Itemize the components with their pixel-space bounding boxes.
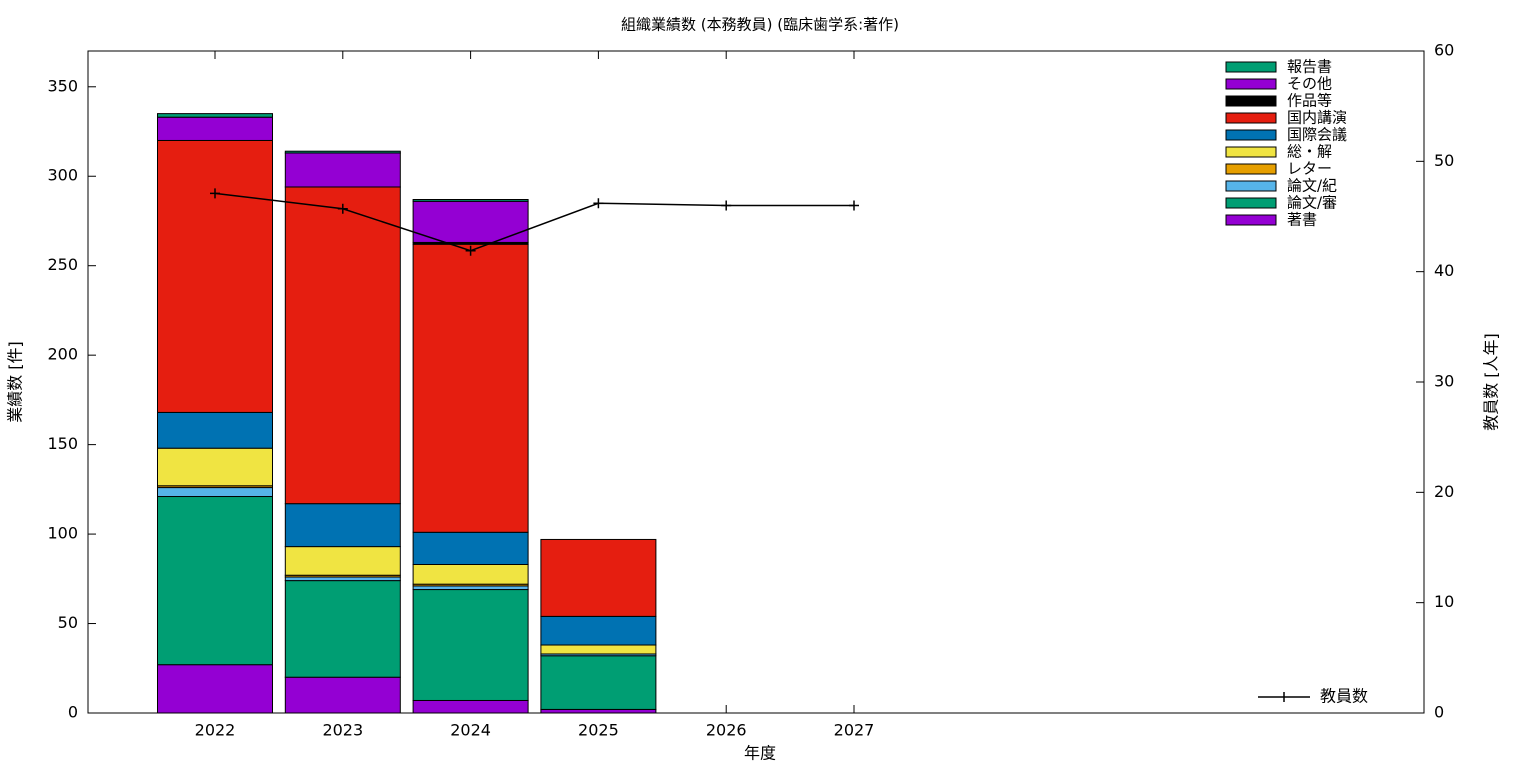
legend-label: その他 bbox=[1287, 75, 1332, 93]
point bbox=[849, 200, 859, 211]
legend-label: レター bbox=[1287, 160, 1332, 178]
legend-label: 総・解 bbox=[1287, 143, 1332, 161]
chart-title: 組織業績数 (本務教員) (臨床歯学系:著作) bbox=[621, 16, 899, 34]
bar-segment bbox=[157, 411, 273, 449]
bar-segment bbox=[540, 538, 657, 617]
legend-swatch bbox=[1225, 95, 1277, 107]
bar-segment bbox=[412, 531, 529, 565]
point bbox=[210, 188, 220, 199]
y2-tick-label: 60 bbox=[1434, 41, 1454, 60]
legend-label: 論文/審 bbox=[1287, 194, 1337, 212]
legend-label: 論文/紀 bbox=[1287, 177, 1337, 195]
bar-segment bbox=[284, 186, 401, 505]
legend-swatch bbox=[1225, 129, 1277, 141]
bar-segment bbox=[540, 644, 657, 655]
x-tick-label: 2026 bbox=[706, 721, 747, 740]
y2-axis-label: 教員数 [人年] bbox=[1482, 333, 1501, 431]
bar-segment bbox=[412, 589, 529, 701]
bar-segment bbox=[157, 487, 273, 498]
y-tick-label: 350 bbox=[47, 76, 78, 95]
x-tick-label: 2023 bbox=[322, 721, 363, 740]
legend-label: 作品等 bbox=[1287, 92, 1332, 110]
x-tick-label: 2025 bbox=[578, 721, 619, 740]
bar-segment bbox=[540, 708, 657, 714]
legend-swatch bbox=[1225, 146, 1277, 158]
point bbox=[337, 203, 348, 214]
bar-segment bbox=[412, 200, 529, 243]
bar-segment bbox=[284, 546, 401, 576]
x-tick-label: 2022 bbox=[195, 721, 236, 740]
line bbox=[214, 192, 854, 252]
plot-frame bbox=[87, 50, 1425, 714]
y-tick-label: 0 bbox=[68, 703, 78, 722]
bar-segment bbox=[284, 150, 401, 154]
legend-label: 教員数 bbox=[1320, 687, 1368, 706]
bar-segment bbox=[540, 655, 657, 710]
y-axis-label: 業績数 [件] bbox=[6, 341, 25, 423]
y-tick-label: 300 bbox=[47, 166, 78, 185]
bar-segment bbox=[412, 563, 529, 585]
legend-swatch bbox=[1225, 180, 1277, 192]
y2-tick-label: 30 bbox=[1434, 372, 1454, 391]
legend-label: 国際会議 bbox=[1287, 126, 1347, 144]
y-tick-label: 250 bbox=[47, 255, 78, 274]
legend-swatch bbox=[1225, 163, 1277, 175]
bar-segment bbox=[157, 496, 273, 666]
x-axis-label: 年度 bbox=[744, 744, 776, 763]
y2-tick-label: 40 bbox=[1434, 261, 1454, 280]
bar-segment bbox=[157, 113, 273, 118]
legend-label: 著書 bbox=[1287, 211, 1317, 229]
y-tick-label: 150 bbox=[47, 434, 78, 453]
legend-label: 報告書 bbox=[1287, 58, 1332, 76]
bar-segment bbox=[412, 585, 529, 591]
point bbox=[593, 198, 604, 209]
bar-segment bbox=[284, 152, 401, 188]
bar-segment bbox=[284, 676, 401, 714]
y2-tick-label: 50 bbox=[1434, 151, 1454, 170]
x-tick-label: 2027 bbox=[834, 721, 875, 740]
bar-segment bbox=[157, 116, 273, 141]
bar-segment bbox=[157, 139, 273, 413]
point bbox=[721, 200, 732, 211]
bar-segment bbox=[412, 699, 529, 714]
legend-swatch bbox=[1225, 78, 1277, 90]
bar-segment bbox=[412, 199, 529, 202]
bar-segment bbox=[540, 615, 657, 646]
y-tick-label: 100 bbox=[47, 524, 78, 543]
legend-swatch bbox=[1225, 197, 1277, 209]
legend-swatch bbox=[1225, 61, 1277, 73]
y-tick-label: 50 bbox=[58, 613, 78, 632]
legend-label: 国内講演 bbox=[1287, 109, 1347, 127]
y2-tick-label: 0 bbox=[1434, 703, 1444, 722]
bar-segment bbox=[284, 580, 401, 678]
bar-segment bbox=[412, 243, 529, 533]
legend-swatch bbox=[1225, 214, 1277, 226]
bar-segment bbox=[157, 447, 273, 487]
legend-swatch bbox=[1225, 112, 1277, 124]
y2-tick-label: 20 bbox=[1434, 482, 1454, 501]
bar-segment bbox=[284, 576, 401, 582]
point bbox=[465, 245, 476, 256]
bar-segment bbox=[157, 664, 273, 714]
x-tick-label: 2024 bbox=[450, 721, 491, 740]
y2-tick-label: 10 bbox=[1434, 592, 1454, 611]
y-tick-label: 200 bbox=[47, 345, 78, 364]
bar-segment bbox=[284, 503, 401, 548]
